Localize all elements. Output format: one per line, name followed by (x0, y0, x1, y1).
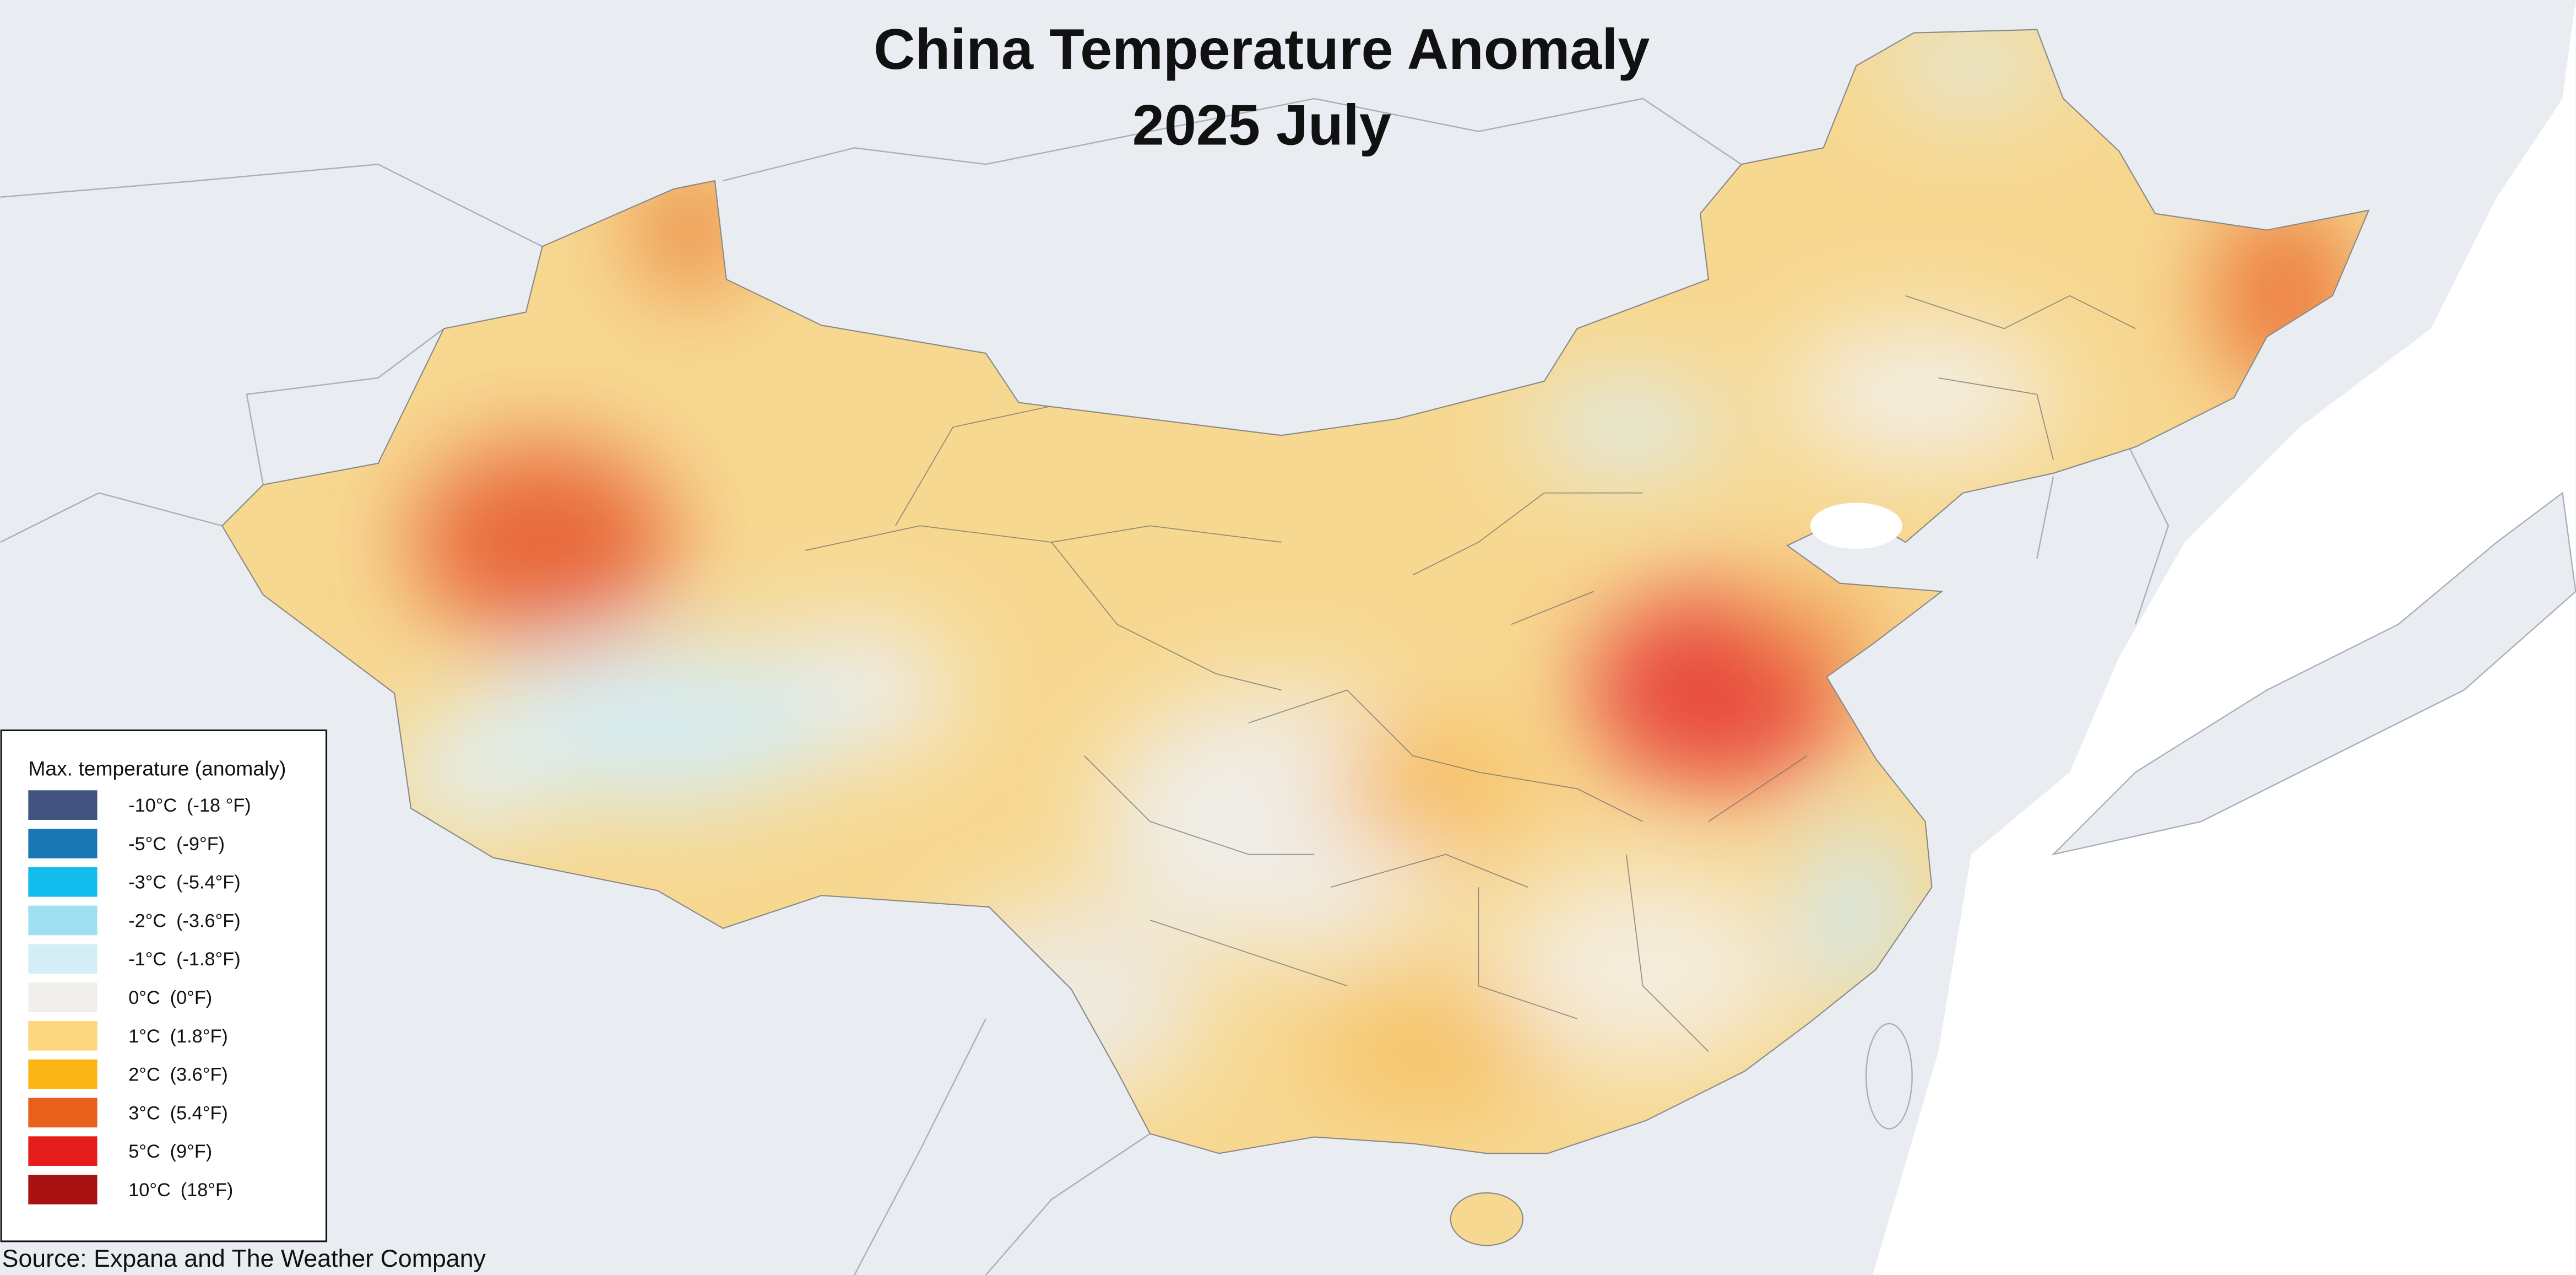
taiwan (1865, 1023, 1913, 1130)
title-line: China Temperature Anomaly (874, 18, 1650, 82)
legend-swatch (28, 982, 97, 1012)
warm-area (1758, 591, 1889, 657)
legend-celsius: -10°C (128, 795, 177, 816)
legend-fahrenheit: (3.6°F) (170, 1065, 228, 1085)
legend-celsius: -1°C (128, 949, 166, 970)
legend-celsius: 3°C (128, 1103, 160, 1123)
legend-swatch (28, 790, 97, 820)
legend-fahrenheit: (1.8°F) (170, 1026, 228, 1047)
legend-celsius: 10°C (128, 1180, 171, 1201)
neutral-area (1790, 328, 2054, 460)
legend-celsius: 0°C (128, 987, 160, 1008)
legend-swatch (28, 944, 97, 974)
warm-area (411, 444, 674, 641)
legend-celsius: -5°C (128, 834, 166, 855)
japan (2051, 491, 2576, 856)
legend-fahrenheit: (-3.6°F) (176, 910, 241, 931)
legend-swatch (28, 1136, 97, 1166)
legend-fahrenheit: (9°F) (170, 1141, 213, 1162)
cool-area (476, 640, 838, 806)
legend-celsius: 5°C (128, 1141, 160, 1162)
bohai-sea (1810, 503, 1902, 549)
legend-fahrenheit: (18°F) (181, 1180, 234, 1201)
hainan (1450, 1192, 1523, 1246)
legend-celsius: 1°C (128, 1026, 160, 1047)
legend-fahrenheit: (-1.8°F) (176, 949, 241, 970)
legend-swatch (28, 1059, 97, 1089)
legend-fahrenheit: (5.4°F) (170, 1103, 228, 1123)
legend-swatch (28, 1020, 97, 1051)
province-border (805, 295, 2136, 1052)
sea (1873, 0, 2576, 1275)
legend-fahrenheit: (-18 °F) (187, 795, 251, 816)
legend-swatch (28, 1098, 97, 1128)
legend-fahrenheit: (-5.4°F) (176, 872, 241, 893)
legend-swatch (28, 1175, 97, 1204)
legend-celsius: 2°C (128, 1065, 160, 1085)
title-line: 2025 July (1132, 93, 1391, 157)
cool-area (1527, 386, 1725, 468)
legend-swatch (28, 867, 97, 897)
cool-area (1807, 821, 1906, 1002)
warm-area (1314, 986, 1544, 1117)
cool-area (1889, 33, 2054, 99)
source: Source: Expana and The Weather Company (2, 1245, 486, 1272)
neutral-area (1495, 871, 1791, 1068)
legend-swatch (28, 829, 97, 858)
country-border (0, 98, 2170, 1275)
legend-fahrenheit: (0°F) (170, 987, 213, 1008)
cool-area (394, 715, 559, 830)
legend-celsius: -3°C (128, 872, 166, 893)
legend: Max. temperature (anomaly) -10°C (-18 °F)… (0, 729, 328, 1242)
legend-fahrenheit: (-9°F) (176, 834, 225, 855)
legend-swatch (28, 905, 97, 936)
legend-title: Max. temperature (anomaly) (28, 757, 286, 780)
legend-celsius: -2°C (128, 910, 166, 931)
warm-area (1331, 723, 1528, 855)
